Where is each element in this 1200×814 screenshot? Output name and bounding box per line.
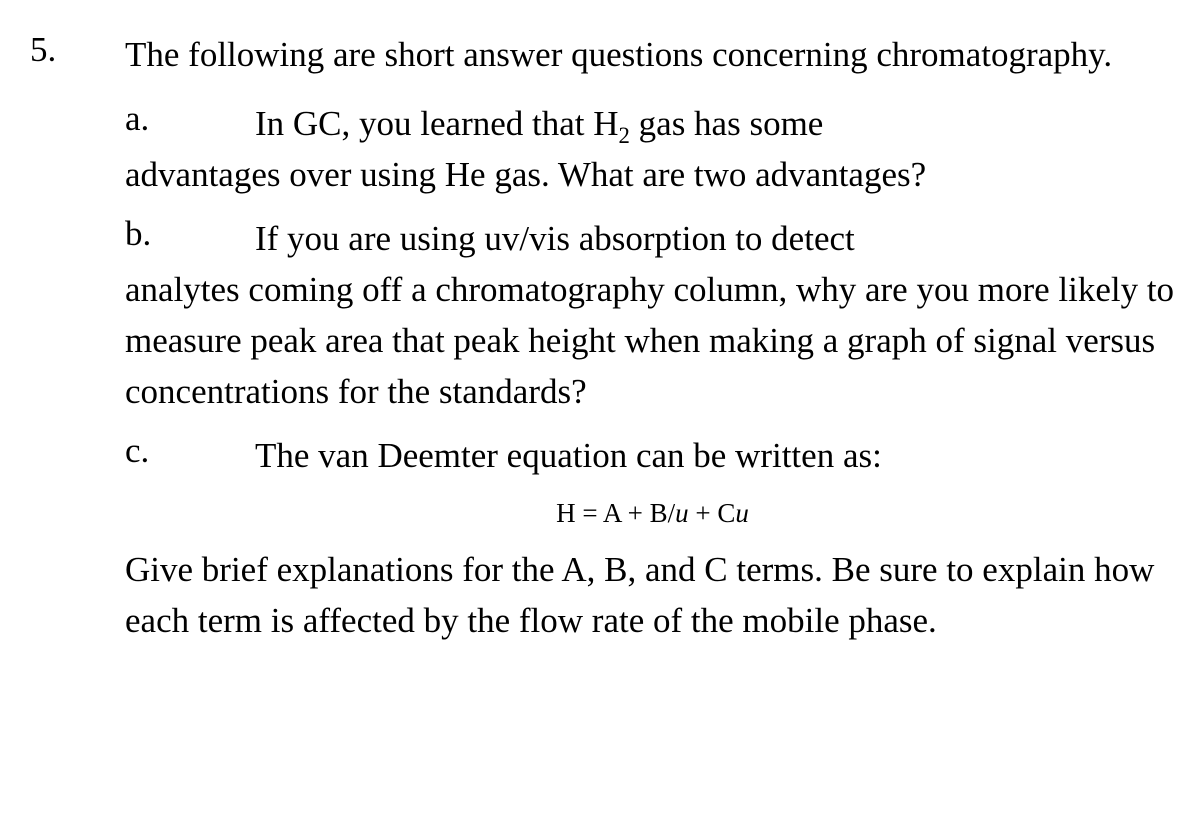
eq-prefix: H = A + B/ xyxy=(556,498,675,528)
eq-mid: + C xyxy=(689,498,736,528)
sub-a-line1: In GC, you learned that H2 gas has some xyxy=(125,99,1180,150)
sub-content-a: In GC, you learned that H2 gas has some … xyxy=(185,99,1180,201)
question-body: The following are short answer questions… xyxy=(125,30,1180,661)
sub-a-text-before: In GC, you learned that H xyxy=(255,104,619,143)
sub-item-a: a. In GC, you learned that H2 gas has so… xyxy=(125,99,1180,201)
eq-var-u-2: u xyxy=(735,498,749,528)
eq-var-u-1: u xyxy=(675,498,689,528)
sub-item-b: b. If you are using uv/vis absorption to… xyxy=(125,214,1180,417)
sub-c-line1: The van Deemter equation can be written … xyxy=(125,431,1180,482)
sub-b-rest: analytes coming off a chromatography col… xyxy=(125,265,1180,417)
sub-content-b: If you are using uv/vis absorption to de… xyxy=(185,214,1180,417)
question-intro: The following are short answer questions… xyxy=(90,30,1180,81)
sub-c-rest: Give brief explanations for the A, B, an… xyxy=(125,545,1180,647)
van-deemter-equation: H = A + B/u + Cu xyxy=(125,494,1180,533)
sub-a-rest: advantages over using He gas. What are t… xyxy=(125,150,1180,201)
sub-content-c: The van Deemter equation can be written … xyxy=(185,431,1180,646)
question-block: 5. The following are short answer questi… xyxy=(30,30,1180,661)
sub-b-line1: If you are using uv/vis absorption to de… xyxy=(125,214,1180,265)
sub-item-c: c. The van Deemter equation can be writt… xyxy=(125,431,1180,646)
sub-a-subscript: 2 xyxy=(619,123,630,148)
sub-a-text-after: gas has some xyxy=(630,104,823,143)
